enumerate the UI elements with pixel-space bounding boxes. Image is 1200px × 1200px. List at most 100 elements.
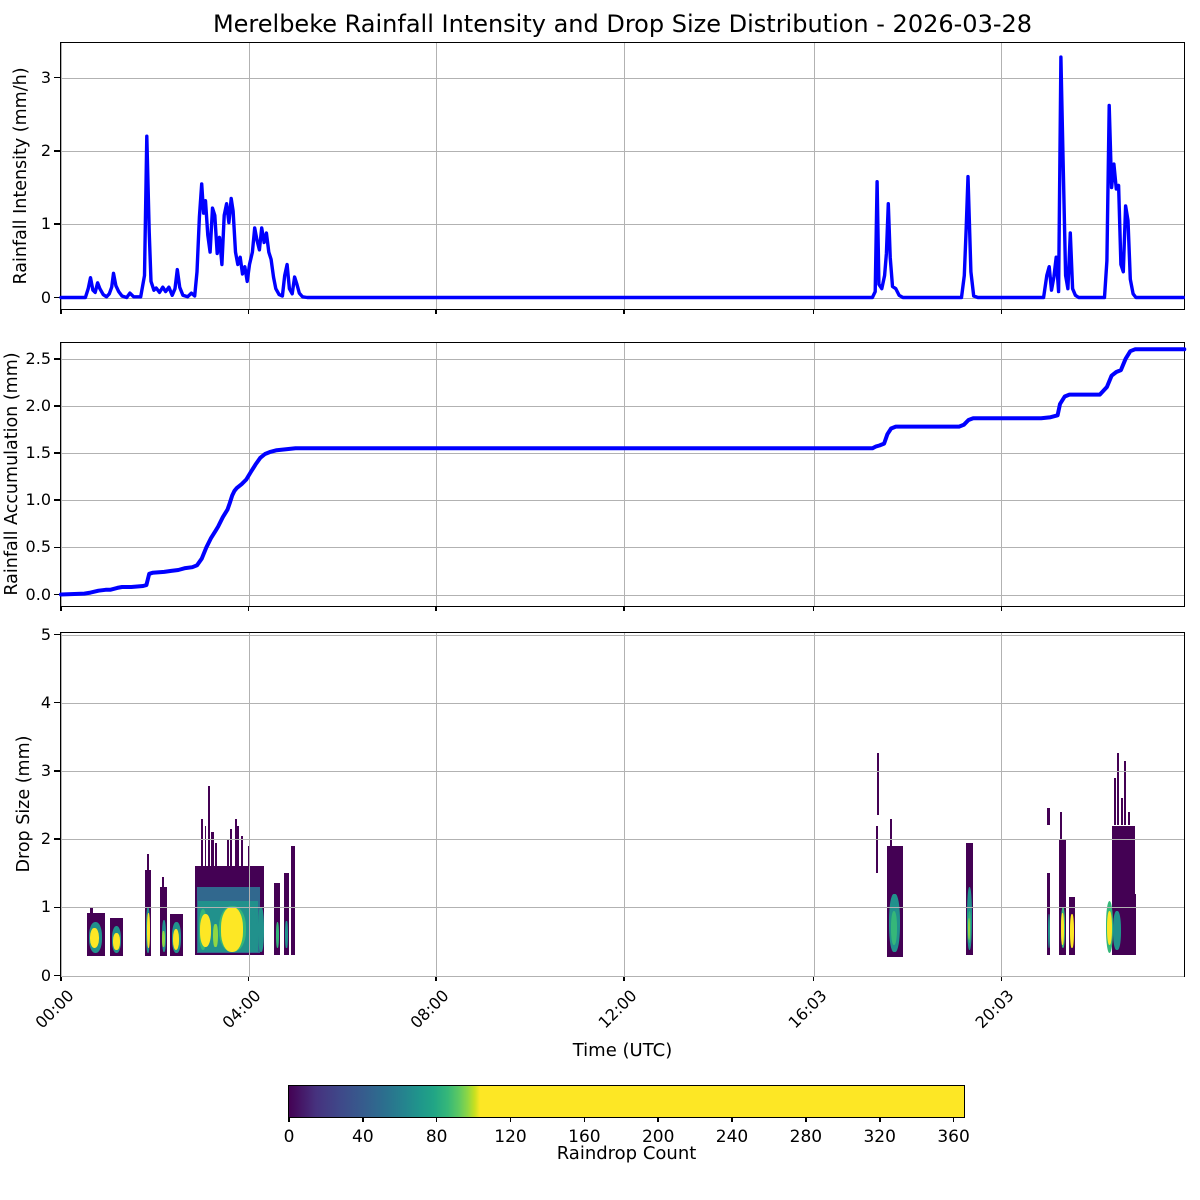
x-tick-mark	[435, 606, 437, 611]
gridline-vertical	[1001, 343, 1003, 606]
y-tick-label: 1	[40, 897, 51, 917]
y-tick-label: 2	[40, 141, 51, 161]
heatmap-cell	[1124, 760, 1127, 826]
x-tick-mark	[247, 309, 250, 314]
x-tick-mark	[60, 309, 62, 314]
y-tick-mark	[54, 150, 60, 152]
colorbar-tick-mark	[657, 1117, 659, 1122]
gridline-vertical	[248, 43, 250, 309]
gridline-horizontal	[61, 770, 1184, 772]
colorbar-label: Raindrop Count	[556, 1143, 697, 1164]
heatmap-cell	[968, 917, 971, 940]
heatmap-cell	[274, 883, 281, 955]
colorbar-tick-mark	[509, 1117, 512, 1122]
x-tick-mark	[623, 976, 625, 981]
y-tick-label: 0.0	[25, 584, 51, 604]
y-axis-label-accumulation-text: Rainfall Accumulation (mm)	[2, 352, 22, 596]
figure-title: Merelbeke Rainfall Intensity and Drop Si…	[212, 10, 1033, 38]
heatmap-cell	[250, 910, 257, 952]
colorbar-tick-mark	[731, 1117, 733, 1122]
y-tick-mark	[54, 499, 60, 501]
heatmap-cell	[215, 842, 218, 870]
gridline-vertical	[61, 343, 62, 606]
heatmap-cell	[1116, 752, 1119, 826]
colorbar-tick-label: 0	[283, 1127, 295, 1147]
gridline-horizontal	[61, 500, 1184, 502]
gridline-vertical	[623, 343, 625, 606]
colorbar-tick-mark	[583, 1117, 586, 1122]
gridline-vertical	[61, 633, 62, 976]
x-tick-mark	[623, 309, 625, 314]
heatmap-cell	[237, 825, 240, 870]
colorbar-tick-mark	[288, 1117, 290, 1122]
heatmap-cell	[204, 825, 207, 870]
colorbar-tick-mark	[952, 1117, 955, 1122]
heatmap-cell	[1047, 808, 1051, 826]
y-tick-label: 1.5	[25, 443, 51, 463]
colorbar-tick-mark	[878, 1117, 881, 1122]
x-tick-mark	[60, 606, 62, 611]
y-tick-label: 0.5	[25, 537, 51, 557]
heatmap-cell	[1061, 912, 1065, 945]
y-tick-label: 1	[40, 214, 51, 234]
y-tick-label: 0	[40, 287, 51, 307]
y-tick-label: 0	[40, 965, 51, 985]
x-tick-mark	[812, 976, 815, 981]
heatmap-cell	[1047, 873, 1050, 956]
heatmap-cell	[1113, 777, 1117, 826]
gridline-horizontal	[61, 453, 1184, 455]
y-tick-mark	[54, 974, 60, 977]
y-tick-label: 5	[40, 624, 51, 644]
heatmap-cell	[1133, 893, 1137, 956]
heatmap-cell	[229, 828, 232, 870]
gridline-vertical	[623, 633, 625, 976]
y-tick-label: 4	[40, 692, 51, 712]
heatmap-cell	[875, 825, 878, 874]
heatmap-cell	[889, 818, 893, 846]
x-tick-mark	[247, 976, 250, 981]
heatmap-cell	[211, 832, 214, 870]
colorbar-tick-label: 40	[352, 1127, 374, 1147]
heatmap-cell	[1120, 798, 1124, 826]
heatmap-cell	[146, 854, 149, 870]
x-tick-label-text: 12:00	[594, 986, 641, 1033]
heatmap-cell	[199, 914, 212, 947]
gridline-horizontal	[61, 405, 1184, 407]
y-tick-mark	[54, 358, 60, 360]
y-tick-mark	[54, 701, 60, 704]
heatmap-cell	[1059, 839, 1066, 956]
intensity-plot: 0 1 2 3	[41, 42, 1186, 314]
heatmap-cell	[146, 912, 150, 949]
heatmap-cell	[285, 920, 288, 949]
intensity-line	[59, 55, 1186, 300]
y-tick-mark	[54, 770, 60, 772]
x-tick-mark	[1000, 309, 1003, 314]
gridline-horizontal	[61, 224, 1184, 226]
heatmap-cell	[240, 835, 243, 870]
heatmap-cell	[226, 839, 229, 870]
x-tick-mark	[623, 606, 625, 611]
gridline-vertical	[813, 633, 815, 976]
y-tick-label: 2	[40, 829, 51, 849]
gridline-vertical	[436, 343, 438, 606]
x-tick-mark	[1000, 606, 1003, 611]
gridline-vertical	[61, 43, 62, 309]
x-tick-mark	[812, 606, 815, 611]
heatmap-cell	[90, 927, 100, 949]
heatmap-cell	[220, 907, 243, 952]
colorbar-tick-mark	[805, 1117, 807, 1122]
x-tick-mark	[812, 309, 815, 314]
heatmap-cell	[890, 910, 897, 945]
heatmap-cell	[275, 922, 279, 949]
colorbar-tick-label: 200	[641, 1127, 675, 1147]
y-tick-mark	[54, 296, 60, 299]
colorbar-tick-mark	[362, 1117, 364, 1122]
gridline-vertical	[248, 633, 250, 976]
accumulation-plot: 0.0 0.5 1.0 1.5 2.0 2.5	[26, 342, 1187, 611]
colorbar-tick-label: 120	[494, 1127, 527, 1147]
colorbar-tick-label: 360	[937, 1127, 970, 1147]
heatmap-cell	[213, 923, 218, 947]
heatmap-cell	[1106, 910, 1113, 945]
x-tick-mark	[435, 309, 437, 314]
x-tick-mark	[60, 976, 62, 981]
